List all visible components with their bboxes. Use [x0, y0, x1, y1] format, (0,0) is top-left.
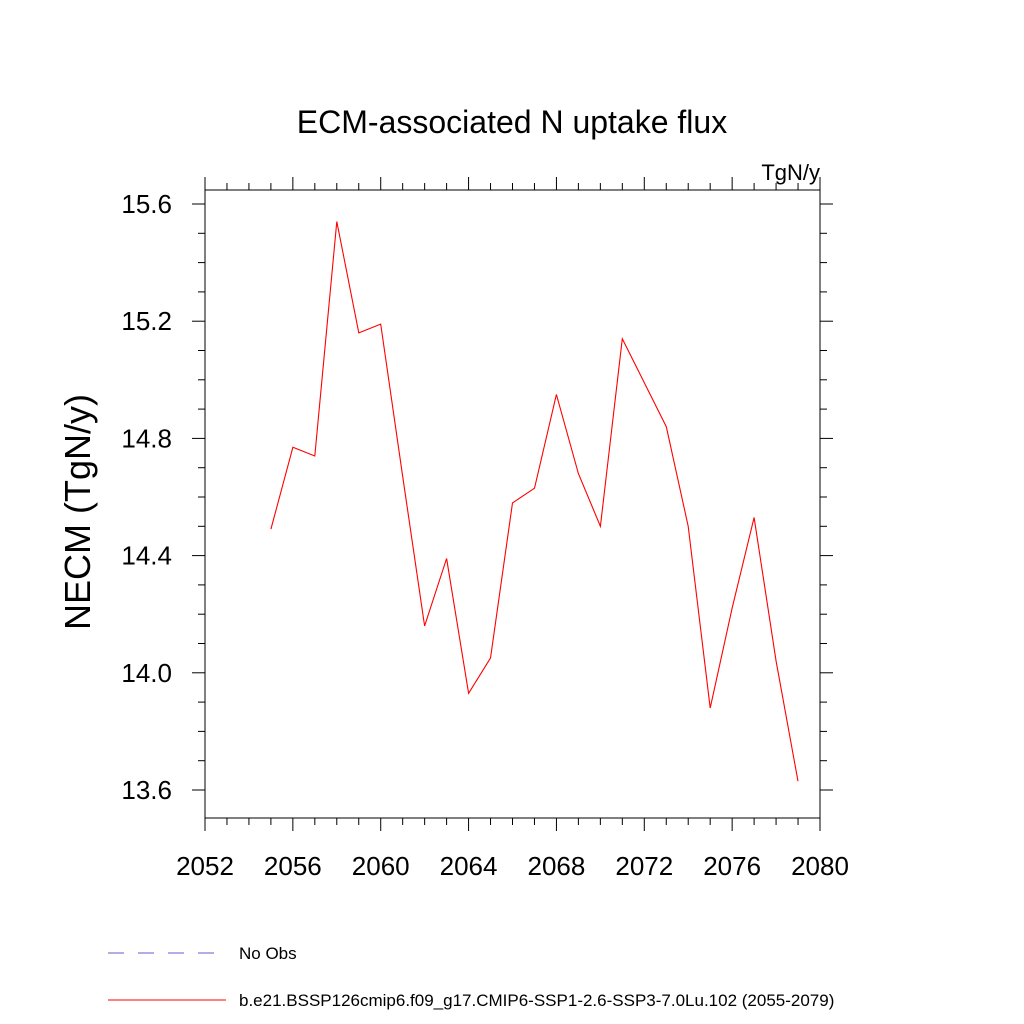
data-point [358, 332, 360, 334]
y-tick-label: 14.4 [121, 541, 172, 571]
data-point [797, 780, 799, 782]
x-tick-label: 2072 [615, 851, 673, 881]
units-label: TgN/y [761, 160, 820, 185]
data-point [292, 446, 294, 448]
data-point [534, 487, 536, 489]
x-tick-label: 2052 [176, 851, 234, 881]
legend: No Obs b.e21.BSSP126cmip6.f09_g17.CMIP6-S… [108, 944, 834, 1010]
axis-tick-labels: 2052 2056 2060 2064 2068 2072 2076 2080 13.6 14.0… [121, 189, 849, 881]
data-point [336, 221, 338, 223]
x-tick-label: 2056 [264, 851, 322, 881]
series-line [270, 221, 799, 782]
x-tick-label: 2068 [528, 851, 586, 881]
y-axis-label: NECM (TgN/y) [57, 394, 98, 630]
y-tick-label: 14.0 [121, 658, 172, 688]
x-tick-label: 2080 [791, 851, 849, 881]
data-point [687, 526, 689, 528]
data-point [314, 455, 316, 457]
y-tick-label: 15.2 [121, 306, 172, 336]
data-point [665, 426, 667, 428]
data-point [490, 657, 492, 659]
legend-label: No Obs [239, 944, 297, 963]
data-point [270, 528, 272, 530]
x-tick-label: 2064 [440, 851, 498, 881]
data-point [402, 476, 404, 478]
data-point [556, 394, 558, 396]
data-point [424, 625, 426, 627]
data-point [775, 660, 777, 662]
data-point [622, 338, 624, 340]
data-point [753, 517, 755, 519]
data-point [731, 608, 733, 610]
y-tick-label: 14.8 [121, 423, 172, 453]
axis-ticks [192, 177, 833, 831]
data-point [578, 473, 580, 475]
data-point [446, 558, 448, 560]
data-point [512, 502, 514, 504]
data-point [600, 526, 602, 528]
x-tick-label: 2076 [703, 851, 761, 881]
data-point [380, 323, 382, 325]
y-tick-label: 13.6 [121, 775, 172, 805]
series-group [270, 221, 799, 782]
data-point [643, 382, 645, 384]
y-tick-label: 15.6 [121, 189, 172, 219]
legend-label: b.e21.BSSP126cmip6.f09_g17.CMIP6-SSP1-2.… [239, 991, 834, 1010]
chart-title: ECM-associated N uptake flux [297, 104, 727, 140]
data-point [709, 707, 711, 709]
x-tick-label: 2060 [352, 851, 410, 881]
data-point [468, 693, 470, 695]
